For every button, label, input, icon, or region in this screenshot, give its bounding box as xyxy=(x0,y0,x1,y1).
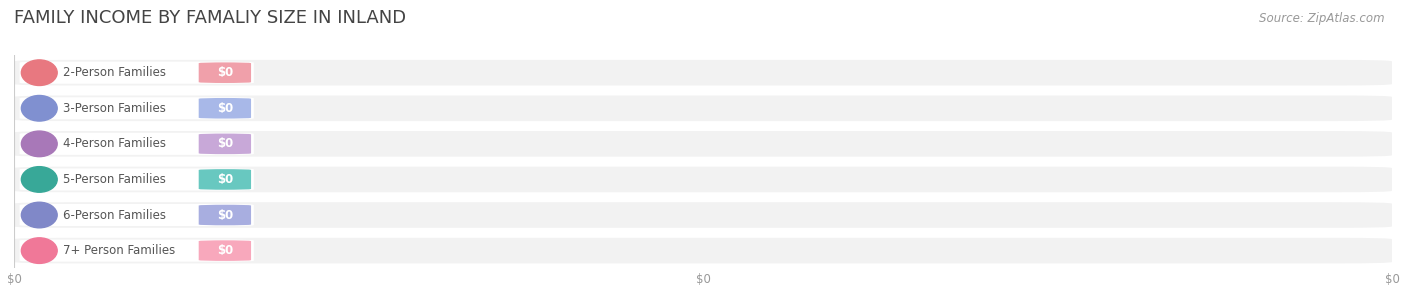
Text: $0: $0 xyxy=(217,137,233,150)
Text: 2-Person Families: 2-Person Families xyxy=(62,66,166,79)
Ellipse shape xyxy=(21,131,58,157)
Ellipse shape xyxy=(21,60,58,85)
Text: $0: $0 xyxy=(217,244,233,257)
Ellipse shape xyxy=(21,238,58,264)
FancyBboxPatch shape xyxy=(198,134,252,154)
FancyBboxPatch shape xyxy=(14,167,1392,192)
FancyBboxPatch shape xyxy=(20,133,254,155)
FancyBboxPatch shape xyxy=(198,169,252,190)
FancyBboxPatch shape xyxy=(198,205,252,225)
FancyBboxPatch shape xyxy=(198,240,252,261)
Text: $0: $0 xyxy=(217,173,233,186)
Text: $0: $0 xyxy=(217,102,233,115)
Text: 6-Person Families: 6-Person Families xyxy=(62,209,166,221)
FancyBboxPatch shape xyxy=(198,98,252,119)
Text: FAMILY INCOME BY FAMALIY SIZE IN INLAND: FAMILY INCOME BY FAMALIY SIZE IN INLAND xyxy=(14,9,406,27)
FancyBboxPatch shape xyxy=(20,240,254,262)
Ellipse shape xyxy=(21,202,58,228)
FancyBboxPatch shape xyxy=(14,202,1392,228)
FancyBboxPatch shape xyxy=(20,97,254,119)
Text: 3-Person Families: 3-Person Families xyxy=(62,102,166,115)
Text: $0: $0 xyxy=(217,66,233,79)
Ellipse shape xyxy=(21,167,58,192)
FancyBboxPatch shape xyxy=(20,204,254,226)
Text: Source: ZipAtlas.com: Source: ZipAtlas.com xyxy=(1260,12,1385,25)
Text: 4-Person Families: 4-Person Families xyxy=(62,137,166,150)
Text: 7+ Person Families: 7+ Person Families xyxy=(62,244,174,257)
FancyBboxPatch shape xyxy=(14,60,1392,85)
Text: 5-Person Families: 5-Person Families xyxy=(62,173,166,186)
FancyBboxPatch shape xyxy=(198,63,252,83)
FancyBboxPatch shape xyxy=(20,62,254,84)
FancyBboxPatch shape xyxy=(20,168,254,190)
Text: $0: $0 xyxy=(217,209,233,221)
FancyBboxPatch shape xyxy=(14,131,1392,157)
FancyBboxPatch shape xyxy=(14,238,1392,264)
Ellipse shape xyxy=(21,95,58,121)
FancyBboxPatch shape xyxy=(14,95,1392,121)
